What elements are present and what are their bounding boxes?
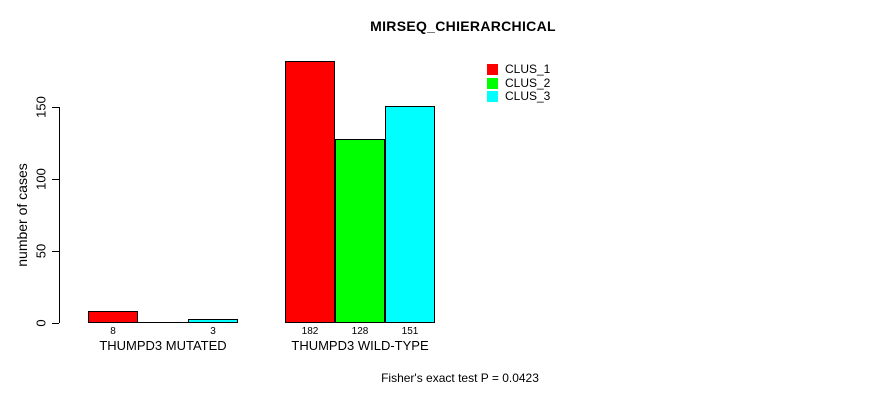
y-axis-tick-label: 0 bbox=[33, 319, 49, 327]
bar-value-label: 3 bbox=[210, 326, 216, 337]
y-axis-tick bbox=[52, 107, 59, 108]
x-group-label-thumpd3-wild-type: THUMPD3 WILD-TYPE bbox=[291, 338, 429, 353]
legend: CLUS_1 CLUS_2 CLUS_3 bbox=[487, 62, 551, 103]
x-group-label-thumpd3-mutated: THUMPD3 MUTATED bbox=[99, 338, 227, 353]
y-axis-line bbox=[59, 107, 60, 323]
legend-swatch-clus-2 bbox=[487, 77, 498, 89]
legend-label: CLUS_2 bbox=[505, 75, 551, 90]
legend-swatch-clus-1 bbox=[487, 64, 498, 75]
legend-label: CLUS_1 bbox=[505, 62, 551, 76]
chart-title: MIRSEQ_CHIERARCHICAL bbox=[370, 18, 556, 34]
fisher-test-annotation: Fisher's exact test P = 0.0423 bbox=[381, 371, 539, 385]
y-axis-tick bbox=[52, 179, 59, 180]
legend-swatch-clus-3 bbox=[487, 91, 498, 102]
bar-clus-3-thumpd3-wild-type bbox=[385, 106, 435, 323]
bar-value-label: 182 bbox=[301, 326, 319, 337]
legend-item-clus-1: CLUS_1 bbox=[487, 62, 551, 76]
bar-clus-2-thumpd3-wild-type bbox=[335, 139, 385, 323]
legend-item-clus-3: CLUS_3 bbox=[487, 89, 551, 103]
legend-item-clus-2: CLUS_2 bbox=[487, 75, 551, 90]
bar-clus-2-thumpd3-mutated bbox=[138, 322, 188, 323]
legend-label: CLUS_3 bbox=[505, 89, 551, 103]
bar-clus-1-thumpd3-mutated bbox=[88, 311, 138, 323]
y-axis-tick-label: 100 bbox=[33, 168, 49, 190]
y-axis-tick bbox=[52, 323, 59, 324]
y-axis-tick-label: 50 bbox=[33, 243, 49, 259]
y-axis-tick bbox=[52, 251, 59, 252]
y-axis-tick-label: 150 bbox=[33, 96, 49, 118]
bar-value-label: 128 bbox=[351, 326, 369, 337]
bar-clus-1-thumpd3-wild-type bbox=[285, 61, 335, 323]
bar-value-label: 151 bbox=[401, 326, 419, 337]
bar-clus-3-thumpd3-mutated bbox=[188, 319, 238, 323]
bar-value-label: 8 bbox=[110, 326, 116, 337]
y-axis-label: number of cases bbox=[14, 163, 30, 267]
